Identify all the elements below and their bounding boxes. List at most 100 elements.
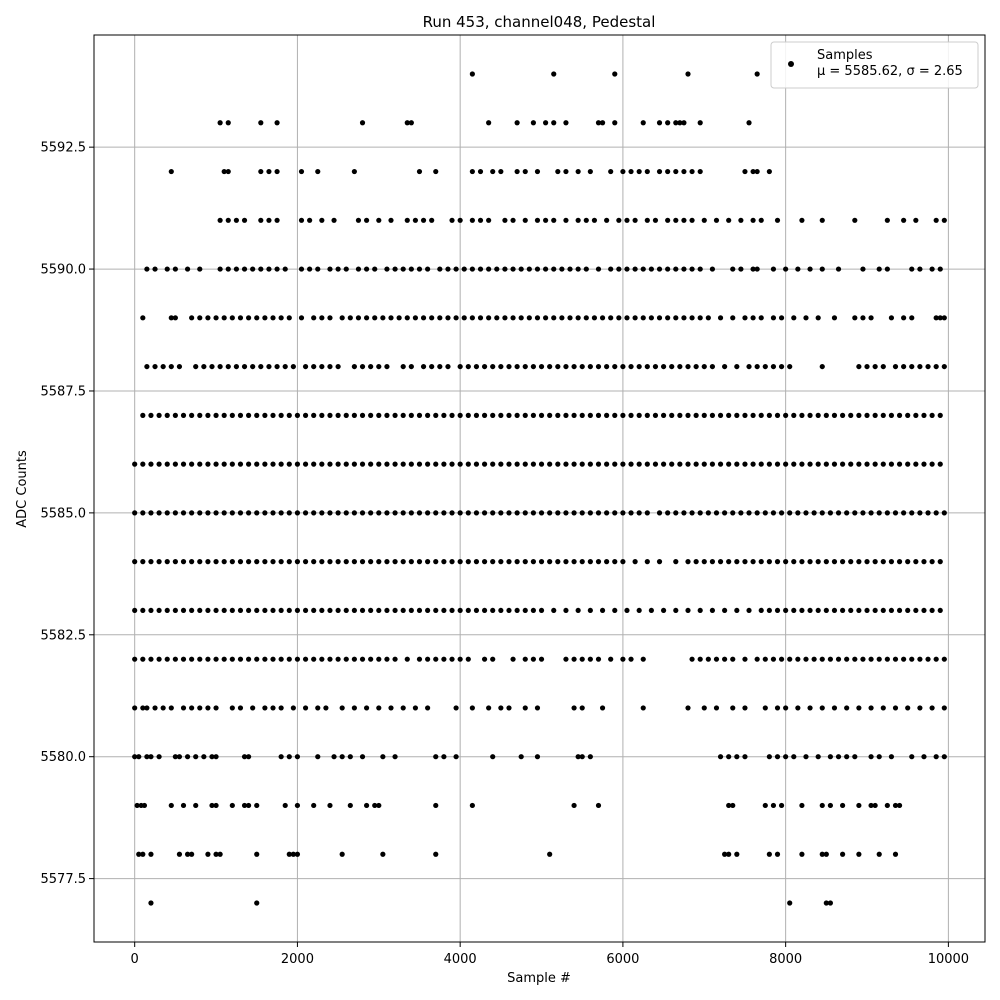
data-point [490,168,496,175]
data-point [522,656,528,662]
data-point [164,412,170,418]
data-point [384,510,390,516]
data-point [302,656,309,662]
data-point [217,217,223,223]
data-point [534,266,541,272]
data-point [368,461,374,467]
data-point [803,754,809,760]
data-point [372,315,378,321]
data-point [876,510,882,516]
data-point [766,559,772,565]
data-point [538,607,545,614]
data-point [929,461,935,467]
data-point [319,656,325,662]
data-point [901,363,907,370]
data-point [876,754,882,760]
data-point [433,461,439,467]
data-point [449,510,455,516]
data-point [547,851,553,857]
data-point [514,607,520,614]
data-point [494,266,500,272]
data-point [811,656,817,662]
data-point [473,412,480,418]
data-point [148,656,154,662]
data-point [758,559,764,565]
data-points [132,71,947,906]
data-point [420,217,427,223]
data-point [905,559,911,565]
data-point [803,315,809,321]
data-point [770,315,777,321]
data-point [140,461,146,467]
data-point [172,461,178,467]
data-point [172,315,178,321]
data-point [404,120,410,126]
data-point [831,559,838,565]
data-point [730,315,736,321]
data-point [315,168,321,175]
data-point [221,559,227,565]
data-point [469,705,475,711]
data-point [384,266,390,272]
data-point [787,656,793,662]
data-point [864,412,870,418]
data-point [213,851,219,857]
data-point [176,851,183,857]
data-point [933,656,939,662]
data-point [429,315,435,321]
data-point [433,607,439,614]
data-point [555,363,561,370]
data-point [681,315,687,321]
data-point [819,510,825,516]
data-point [681,266,687,272]
data-point [758,607,764,614]
data-point [803,510,809,516]
data-point [449,461,455,467]
data-point [197,705,203,711]
data-point [217,363,223,370]
data-point [644,559,650,565]
data-point [490,656,496,662]
data-point [180,412,187,418]
data-point [616,266,622,272]
data-point [400,266,406,272]
data-point [197,461,203,467]
data-point [250,363,256,370]
data-point [494,315,500,321]
data-point [469,802,475,809]
data-point [197,412,203,418]
data-point [888,461,895,467]
data-point [307,266,313,272]
data-point [660,461,667,467]
data-point [783,266,789,272]
data-point [685,607,691,614]
legend-marker [788,61,794,67]
data-point [473,607,480,614]
data-point [408,266,414,272]
data-point [677,412,683,418]
data-point [319,412,325,418]
data-point [221,315,227,321]
data-point [522,510,528,516]
data-point [551,607,557,614]
data-point [799,217,805,223]
data-point [555,168,561,175]
data-point [148,461,154,467]
data-point [453,705,459,711]
data-point [705,510,711,516]
data-point [270,510,276,516]
data-point [599,705,606,711]
data-point [701,559,707,565]
data-point [888,412,895,418]
data-point [587,510,593,516]
data-point [335,607,341,614]
data-point [457,656,463,662]
data-point [132,510,138,516]
data-point [787,363,793,370]
data-point [522,705,528,711]
data-point [941,656,947,662]
data-point [689,315,695,321]
data-point [669,412,675,418]
data-point [400,559,406,565]
data-point [681,168,687,175]
